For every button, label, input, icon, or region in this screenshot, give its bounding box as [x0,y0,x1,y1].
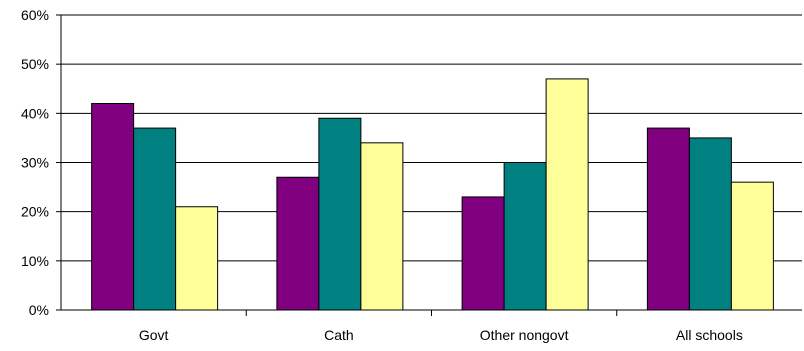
x-tick-label: Other nongovt [480,327,569,343]
y-tick-label: 30% [21,155,49,171]
bar [688,137,732,311]
bar [360,142,404,311]
y-tick-label: 10% [21,253,49,269]
bar [175,206,219,311]
bar [318,117,362,311]
y-tick-label: 50% [21,56,49,72]
y-tick-label: 60% [21,7,49,23]
bar [545,78,589,311]
bar [461,196,505,311]
bar [276,176,320,311]
bar [730,181,774,311]
axes [56,14,802,316]
bar [503,162,547,311]
y-tick-label: 20% [21,204,49,220]
bar [133,127,177,311]
bar [646,127,690,311]
labels: 0% 10% 20% 30% 40% 50% 60% Govt Cath Other nongov… [21,7,743,343]
bars [91,78,774,311]
x-tick-label: Cath [324,327,354,343]
y-tick-label: 40% [21,105,49,121]
bar [91,103,135,311]
y-tick-label: 0% [29,302,49,318]
x-tick-label: All schools [676,327,743,343]
x-tick-label: Govt [139,327,169,343]
